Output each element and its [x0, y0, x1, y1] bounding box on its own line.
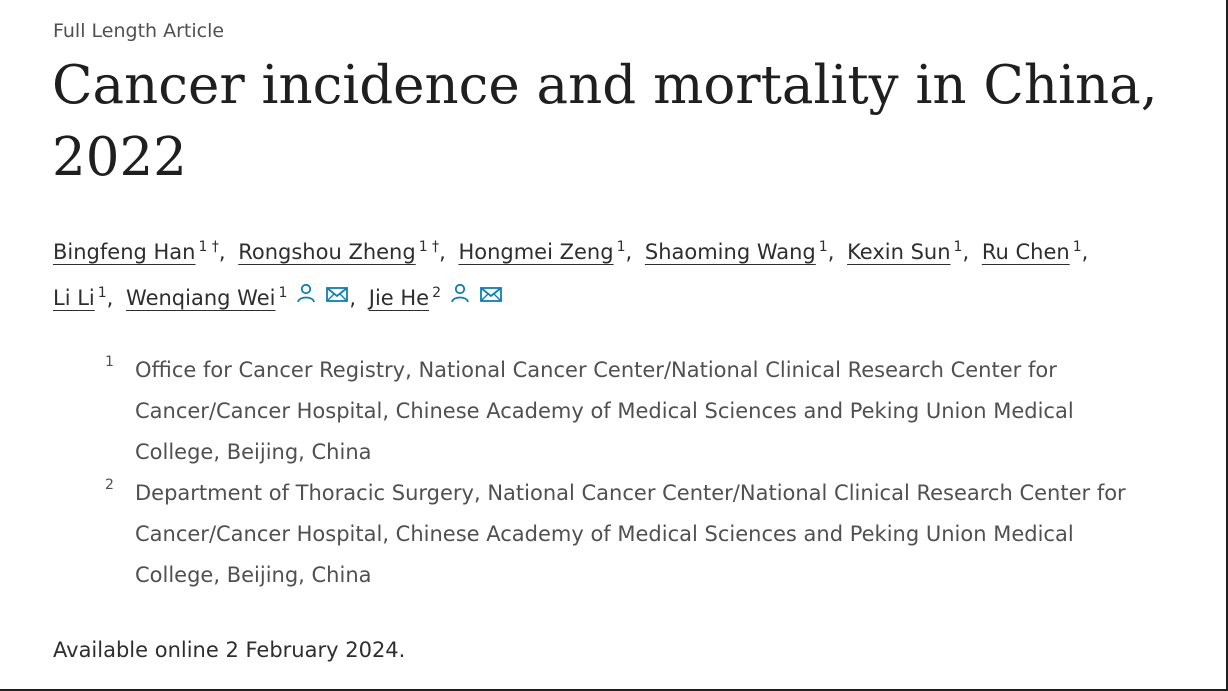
affiliation-text: Office for Cancer Registry, National Can… — [135, 358, 1074, 464]
envelope-icon[interactable] — [479, 274, 503, 320]
article-title: Cancer incidence and mortality in China,… — [52, 55, 1158, 188]
author-link[interactable]: Rongshou Zheng — [238, 240, 416, 264]
author-superscript: 1 † — [418, 239, 440, 255]
author-item: Bingfeng Han 1 † — [53, 240, 219, 264]
author-item: Rongshou Zheng 1 † — [238, 240, 439, 264]
person-icon[interactable] — [449, 274, 471, 320]
author-item: Wenqiang Wei 1 — [126, 283, 349, 310]
author-link[interactable]: Ru Chen — [981, 240, 1070, 264]
person-icon[interactable] — [295, 274, 317, 320]
author-link[interactable]: Kexin Sun — [847, 240, 951, 264]
author-item: Jie He 2 — [368, 283, 503, 310]
affiliation-text: Department of Thoracic Surgery, National… — [135, 481, 1126, 587]
author-superscript: 1 — [278, 285, 288, 301]
affiliation-number: 2 — [105, 477, 114, 493]
author-link[interactable]: Li Li — [53, 286, 95, 310]
author-link[interactable]: Jie He — [368, 286, 430, 310]
author-superscript: 2 — [432, 285, 442, 301]
author-superscript: 1 — [818, 239, 828, 255]
author-link[interactable]: Wenqiang Wei — [126, 286, 276, 310]
author-item: Hongmei Zeng 1 — [458, 240, 625, 264]
author-superscript: 1 — [97, 285, 107, 301]
author-item: Shaoming Wang 1 — [645, 240, 828, 264]
author-superscript: 1 — [953, 239, 963, 255]
affiliation-list: 1 Office for Cancer Registry, National C… — [105, 350, 1185, 596]
author-list: Bingfeng Han 1 †, Rongshou Zheng 1 †, Hong… — [53, 229, 1203, 322]
affiliation-item: 1 Office for Cancer Registry, National C… — [105, 350, 1185, 473]
author-superscript: 1 † — [198, 239, 219, 255]
author-item: Ru Chen 1 — [982, 240, 1082, 264]
author-link[interactable]: Shaoming Wang — [644, 240, 816, 264]
author-link[interactable]: Bingfeng Han — [53, 240, 196, 264]
author-item: Li Li 1 — [53, 286, 107, 310]
envelope-icon[interactable] — [325, 274, 349, 320]
author-superscript: 1 — [616, 239, 626, 255]
author-item: Kexin Sun 1 — [847, 240, 962, 264]
article-type-label: Full Length Article — [53, 20, 225, 42]
affiliation-number: 1 — [105, 354, 114, 370]
affiliation-item: 2 Department of Thoracic Surgery, Nation… — [105, 473, 1185, 596]
available-online-date: Available online 2 February 2024. — [53, 638, 406, 662]
author-superscript: 1 — [1072, 239, 1082, 255]
author-link[interactable]: Hongmei Zeng — [458, 240, 614, 264]
